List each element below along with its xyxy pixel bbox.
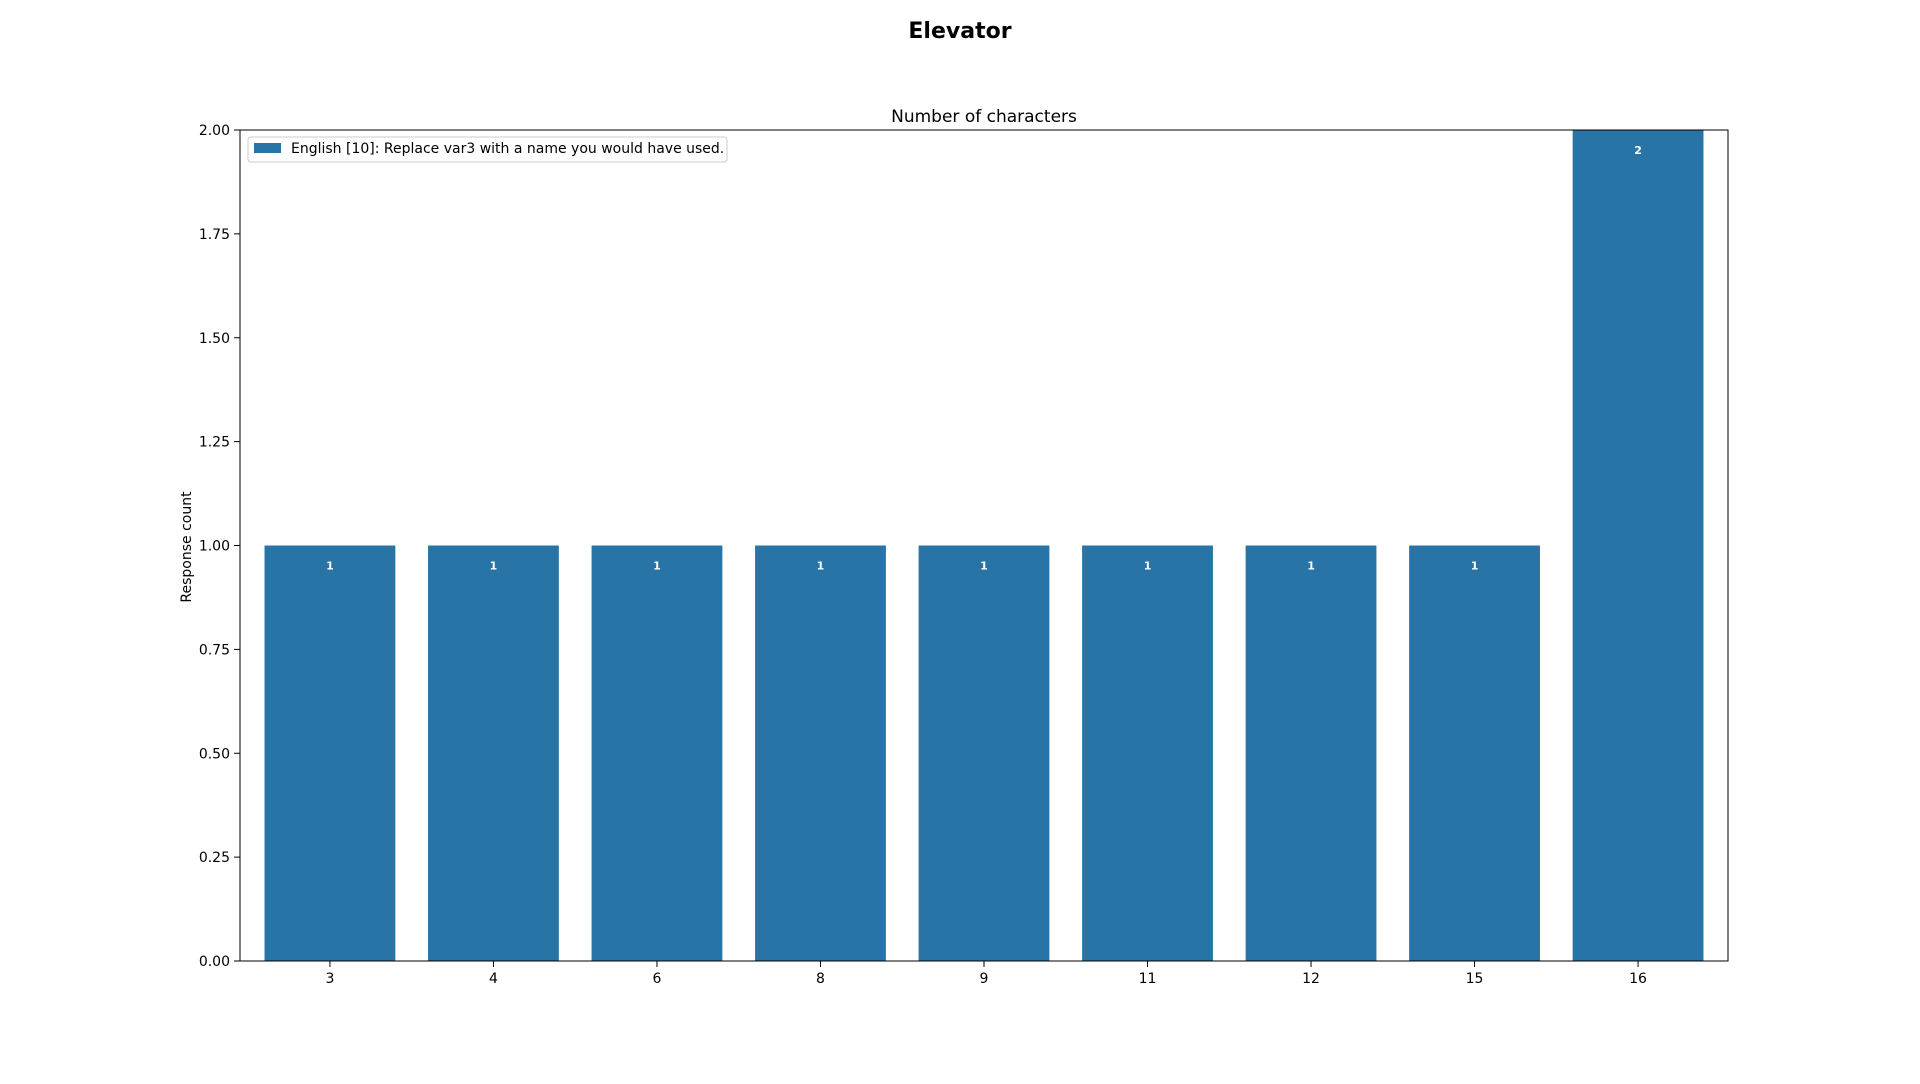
axes-group: 3 4 6 8 9 11 12 15 160.000.250.500.751.001.251.5… xyxy=(199,123,1729,987)
data-label-11: 1 xyxy=(1144,560,1152,573)
bar-3 xyxy=(264,545,396,961)
bar-8 xyxy=(755,545,886,961)
legend-label: English [10]: Replace var3 with a name y… xyxy=(291,141,724,157)
y-tick-label-1.25: 1.25 xyxy=(199,435,230,451)
figure-title: Elevator xyxy=(908,19,1011,44)
bar-15 xyxy=(1409,545,1540,961)
bar-12 xyxy=(1245,545,1377,961)
bar-11 xyxy=(1082,545,1213,961)
y-tick-label-0.75: 0.75 xyxy=(199,642,230,658)
x-tick-label-6: 6 xyxy=(653,971,662,987)
data-label-9: 1 xyxy=(980,560,988,573)
data-label-12: 1 xyxy=(1307,560,1315,573)
x-tick-label-16: 16 xyxy=(1629,971,1647,987)
data-label-8: 1 xyxy=(817,560,825,573)
bar-4 xyxy=(428,545,559,961)
y-tick-label-1.00: 1.00 xyxy=(199,539,230,555)
data-label-4: 1 xyxy=(490,560,498,573)
bars-group: 1 1 1 1 1 1 1 1 2 xyxy=(264,130,1704,961)
y-tick-label-1.75: 1.75 xyxy=(199,227,230,243)
data-label-6: 1 xyxy=(653,560,661,573)
chart-title: Number of characters xyxy=(891,107,1077,127)
bar-6 xyxy=(591,545,723,961)
bar-9 xyxy=(918,545,1050,961)
y-tick-label-0.25: 0.25 xyxy=(199,850,230,866)
data-label-3: 1 xyxy=(326,560,334,573)
y-axis-label: Response count xyxy=(179,491,195,603)
x-tick-label-9: 9 xyxy=(980,971,989,987)
legend-swatch xyxy=(254,143,281,153)
x-tick-label-15: 15 xyxy=(1466,971,1484,987)
legend-box xyxy=(247,136,728,163)
y-tick-label-0.50: 0.50 xyxy=(199,746,230,762)
legend: English [10]: Replace var3 with a name y… xyxy=(247,136,728,163)
y-tick-label-1.50: 1.50 xyxy=(199,331,230,347)
y-tick-label-0.00: 0.00 xyxy=(199,954,230,970)
x-tick-label-12: 12 xyxy=(1302,971,1320,987)
x-tick-label-8: 8 xyxy=(816,971,825,987)
x-tick-label-4: 4 xyxy=(489,971,498,987)
data-label-15: 1 xyxy=(1471,560,1479,573)
x-tick-label-3: 3 xyxy=(325,971,334,987)
x-tick-label-11: 11 xyxy=(1139,971,1157,987)
data-label-16: 2 xyxy=(1634,144,1642,157)
y-tick-label-2.00: 2.00 xyxy=(199,123,230,139)
bar-16 xyxy=(1572,130,1704,961)
